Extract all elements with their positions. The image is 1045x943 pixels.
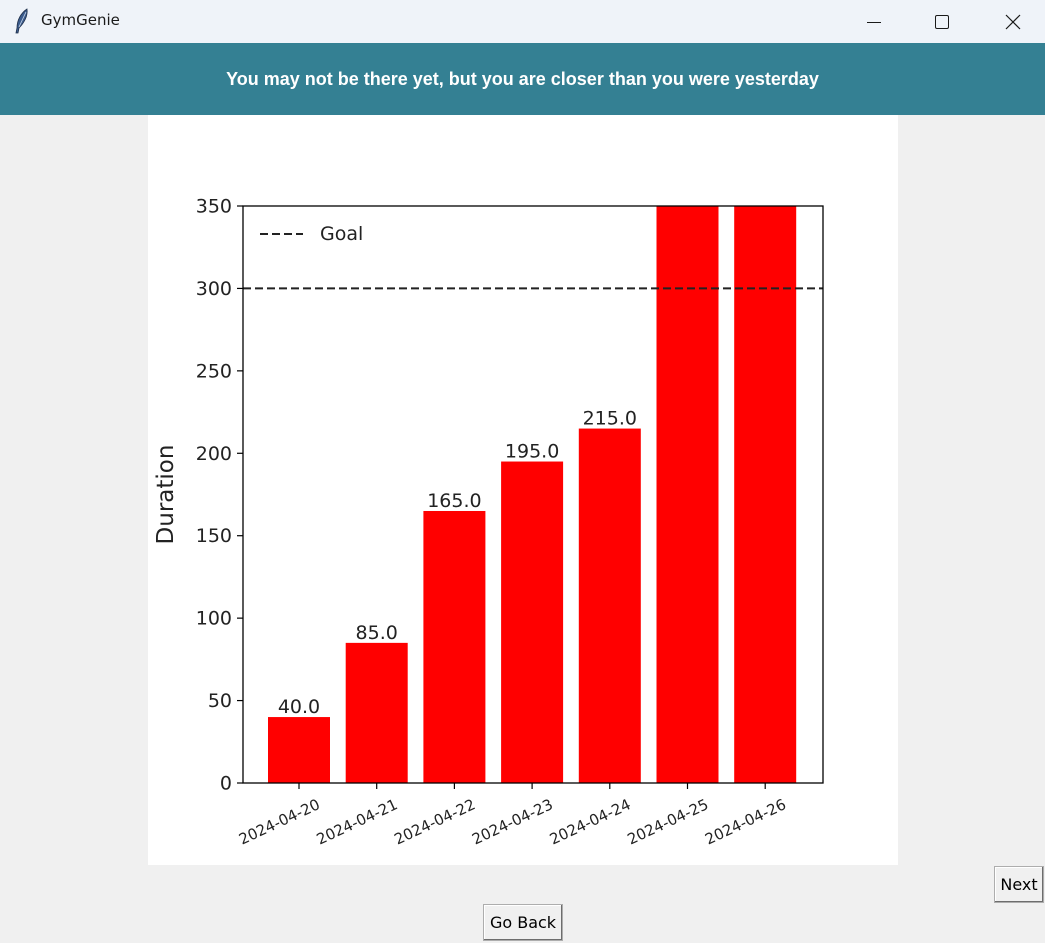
chart-bar — [345, 642, 408, 783]
x-tick-label: 2024-04-20 — [236, 795, 323, 848]
duration-bar-chart: 40.0 85.0 165.0 195.0 215.0 0 50 100 150 200 250 30… — [153, 196, 824, 848]
chart-bar — [734, 206, 797, 783]
next-button[interactable]: Next — [994, 866, 1044, 903]
motivation-banner: You may not be there yet, but you are cl… — [0, 43, 1045, 115]
bar-value-label: 165.0 — [427, 490, 481, 512]
chart-panel: 40.0 85.0 165.0 195.0 215.0 0 50 100 150 200 250 30… — [148, 115, 898, 865]
legend-goal-label: Goal — [320, 223, 363, 245]
y-tick-label: 250 — [196, 360, 232, 382]
close-button[interactable] — [990, 0, 1036, 43]
chart-bar — [656, 206, 719, 783]
motivation-text: You may not be there yet, but you are cl… — [226, 68, 819, 89]
minimize-icon — [867, 21, 881, 23]
plot-frame — [242, 205, 824, 784]
y-tick-label: 200 — [196, 443, 232, 465]
close-icon — [1005, 14, 1021, 29]
go-back-button[interactable]: Go Back — [483, 904, 563, 941]
y-tick-label: 350 — [196, 196, 232, 218]
bar-value-label: 40.0 — [278, 696, 320, 718]
feather-icon — [15, 8, 28, 34]
x-tick-label: 2024-04-23 — [469, 795, 556, 848]
maximize-icon — [935, 14, 949, 29]
x-tick-label: 2024-04-26 — [702, 795, 789, 848]
x-tick-label: 2024-04-21 — [314, 795, 401, 848]
y-tick-label: 150 — [196, 525, 232, 547]
window-title: GymGenie — [41, 11, 120, 29]
y-tick-label: 0 — [220, 773, 232, 795]
x-tick-label: 2024-04-24 — [547, 795, 634, 848]
y-tick-label: 100 — [196, 608, 232, 630]
chart-bar — [268, 717, 330, 783]
minimize-button[interactable] — [851, 0, 897, 43]
chart-bar — [578, 428, 641, 783]
chart-bar — [423, 510, 486, 783]
x-tick-label: 2024-04-25 — [625, 795, 712, 848]
x-tick-label: 2024-04-22 — [391, 795, 478, 848]
bar-value-label: 215.0 — [583, 408, 637, 430]
y-tick-label: 300 — [196, 278, 232, 300]
chart-bar — [501, 461, 564, 783]
maximize-button[interactable] — [919, 0, 965, 43]
bar-value-label: 195.0 — [505, 441, 559, 463]
y-axis-label: Duration — [153, 445, 179, 545]
y-tick-label: 50 — [208, 690, 232, 712]
bar-value-label: 85.0 — [356, 622, 398, 644]
title-bar: GymGenie — [0, 0, 1045, 43]
